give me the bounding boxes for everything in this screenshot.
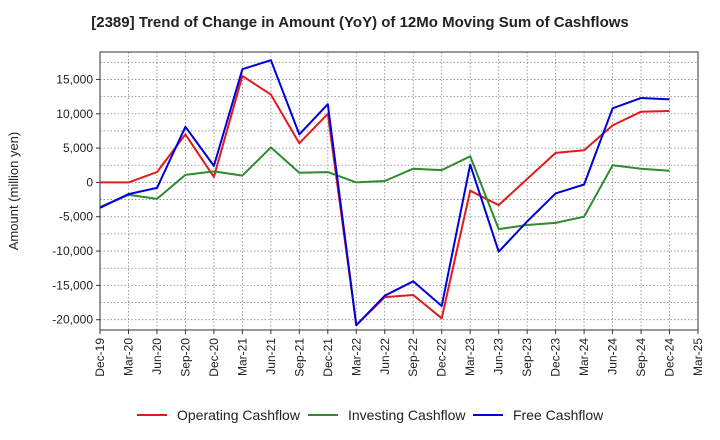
x-tick-label: Jun-24 [606, 338, 620, 375]
y-tick-label: -20,000 [52, 313, 93, 327]
x-tick-label: Jun-22 [378, 338, 392, 375]
y-tick-label: -5,000 [59, 210, 93, 224]
legend: Operating Cashflow Investing Cashflow Free… [137, 407, 604, 423]
x-tick-label: Mar-24 [577, 338, 591, 376]
x-tick-label: Sep-22 [406, 338, 420, 377]
y-tick-label: 5,000 [63, 141, 93, 155]
x-tick-label: Dec-22 [435, 338, 449, 377]
y-tick-label: 15,000 [56, 72, 93, 86]
x-tick-label: Dec-24 [663, 338, 677, 377]
grid-layer [99, 52, 699, 330]
y-tick-label: -15,000 [52, 278, 93, 292]
y-tick-label: -10,000 [52, 244, 93, 258]
x-tick-label: Mar-20 [121, 338, 135, 376]
y-tick-label: 0 [86, 175, 93, 189]
legend-label: Investing Cashflow [348, 407, 466, 423]
chart-title: [2389] Trend of Change in Amount (YoY) o… [91, 14, 629, 31]
series-free-cashflow [99, 59, 670, 327]
series-layer [99, 59, 670, 327]
x-tick-label: Mar-22 [349, 338, 363, 376]
x-tick-label: Sep-24 [634, 338, 648, 377]
x-tick-label: Dec-20 [207, 338, 221, 377]
x-tick-label: Sep-20 [178, 338, 192, 377]
x-tick-label: Dec-19 [93, 338, 107, 377]
legend-label: Operating Cashflow [177, 407, 301, 423]
plot-frame [99, 51, 699, 331]
axes-layer: -20,000 -15,000 -10,000 -5,000 0 5,000 10,000 1… [52, 51, 705, 377]
x-tick-label: Jun-23 [492, 338, 506, 375]
y-axis-label: Amount (million yen) [6, 132, 21, 251]
x-tick-label: Dec-23 [549, 338, 563, 377]
x-tick-label: Mar-25 [691, 338, 705, 376]
x-tick-label: Sep-23 [520, 338, 534, 377]
y-tick-label: 10,000 [56, 107, 93, 121]
x-tick-label: Mar-21 [235, 338, 249, 376]
x-tick-label: Mar-23 [463, 338, 477, 376]
x-tick-label: Dec-21 [321, 338, 335, 377]
x-tick-label: Jun-21 [264, 338, 278, 375]
x-tick-label: Sep-21 [292, 338, 306, 377]
series-investing-cashflow [99, 146, 670, 231]
legend-label: Free Cashflow [513, 407, 604, 423]
x-tick-label: Jun-20 [150, 338, 164, 375]
